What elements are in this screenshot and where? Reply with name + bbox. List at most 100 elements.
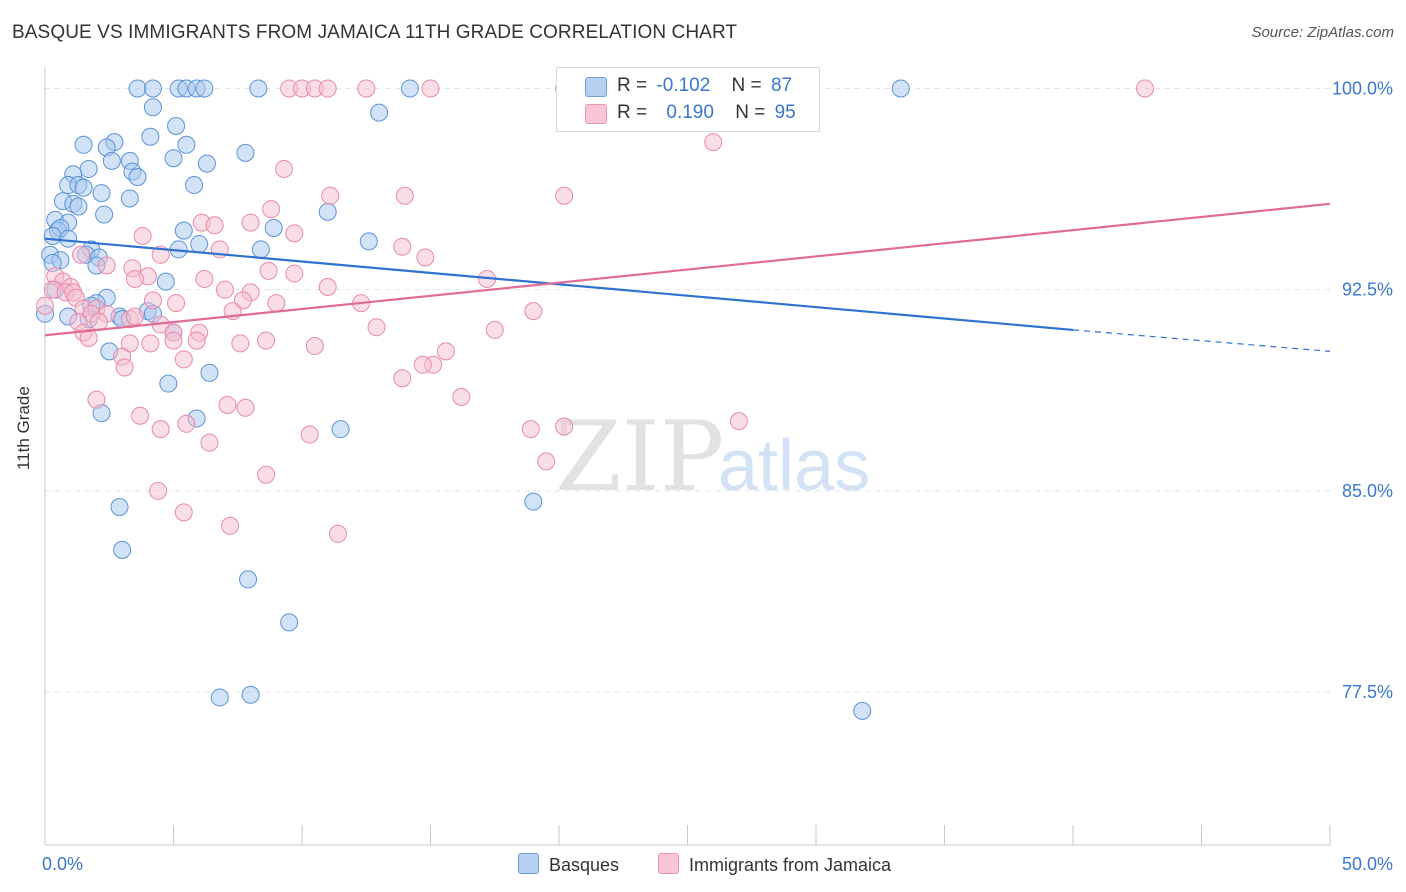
data-point-basques xyxy=(156,272,175,291)
data-point-jamaica xyxy=(79,328,98,347)
data-point-basques xyxy=(210,688,229,707)
y-tick-label: 92.5% xyxy=(1342,280,1393,300)
data-point-jamaica xyxy=(395,186,414,205)
data-point-basques xyxy=(164,149,183,168)
bottom-legend-swatch-jamaica xyxy=(658,853,679,874)
legend-n-jamaica: 95 xyxy=(774,102,796,123)
trend-line-basques-extension xyxy=(1072,329,1331,352)
legend-swatch-basques xyxy=(585,77,607,97)
data-point-basques xyxy=(128,167,147,186)
legend-row-jamaica: R = 0.190 N = 95 xyxy=(617,102,796,124)
data-point-basques xyxy=(159,374,178,393)
data-point-basques xyxy=(264,218,283,237)
data-point-basques xyxy=(524,492,543,511)
data-point-jamaica xyxy=(205,216,224,235)
data-point-jamaica xyxy=(200,433,219,452)
data-point-jamaica xyxy=(305,337,324,356)
data-point-jamaica xyxy=(236,398,255,417)
data-point-jamaica xyxy=(125,307,144,326)
data-point-jamaica xyxy=(71,245,90,264)
data-point-basques xyxy=(143,79,162,98)
legend-r-label: R = xyxy=(617,75,648,96)
source-attribution: Source: ZipAtlas.com xyxy=(1251,24,1394,41)
trend-line-basques xyxy=(44,237,1074,332)
tick-labels: 77.5% 85.0% 92.5% 100.0% 0.0% 50.0% xyxy=(42,78,1393,874)
watermark-atlas: atlas xyxy=(718,426,870,506)
data-point-basques xyxy=(141,127,160,146)
data-point-jamaica xyxy=(195,269,214,288)
data-point-basques xyxy=(143,98,162,117)
data-point-basques xyxy=(239,570,258,589)
data-point-jamaica xyxy=(452,387,471,406)
data-point-basques xyxy=(174,221,193,240)
y-tick-label: 85.0% xyxy=(1342,481,1393,501)
bottom-legend-jamaica: Immigrants from Jamaica xyxy=(658,853,891,876)
data-point-basques xyxy=(197,154,216,173)
data-point-basques xyxy=(190,235,209,254)
data-point-jamaica xyxy=(221,516,240,535)
data-point-jamaica xyxy=(436,342,455,361)
data-point-jamaica xyxy=(267,294,286,313)
data-point-jamaica xyxy=(524,302,543,321)
data-point-jamaica xyxy=(421,79,440,98)
data-point-jamaica xyxy=(133,227,152,246)
x-tick-label-min: 0.0% xyxy=(42,854,83,874)
data-point-jamaica xyxy=(393,369,412,388)
data-point-jamaica xyxy=(149,481,168,500)
data-point-jamaica xyxy=(36,296,54,315)
data-point-basques xyxy=(95,205,114,224)
legend-row-basques: R = -0.102 N = 87 xyxy=(617,75,792,97)
data-point-basques xyxy=(79,159,98,178)
data-point-jamaica xyxy=(125,269,144,288)
data-point-jamaica xyxy=(115,358,134,377)
data-point-jamaica xyxy=(120,334,139,353)
data-point-jamaica xyxy=(413,355,432,374)
trend-line-jamaica xyxy=(44,202,1331,337)
data-point-jamaica xyxy=(321,186,340,205)
bottom-legend-label-basques: Basques xyxy=(549,855,620,875)
data-point-basques xyxy=(236,143,255,162)
data-point-basques xyxy=(128,79,147,98)
data-point-basques xyxy=(177,135,196,154)
data-point-jamaica xyxy=(187,331,206,350)
data-point-jamaica xyxy=(318,277,337,296)
data-point-jamaica xyxy=(704,133,723,152)
y-tick-label: 100.0% xyxy=(1332,78,1393,98)
data-point-jamaica xyxy=(537,452,556,471)
data-point-basques xyxy=(120,189,139,208)
data-point-basques xyxy=(185,176,204,195)
y-tick-label: 77.5% xyxy=(1342,682,1393,702)
data-point-jamaica xyxy=(141,334,160,353)
data-point-jamaica xyxy=(416,248,435,267)
data-point-basques xyxy=(331,420,350,439)
data-point-basques xyxy=(241,685,260,704)
data-point-jamaica xyxy=(177,414,196,433)
data-point-jamaica xyxy=(257,331,276,350)
data-point-jamaica xyxy=(257,465,276,484)
zipatlas-watermark: ZIP atlas xyxy=(555,401,870,513)
legend-n-basques: 87 xyxy=(770,75,793,96)
legend-n-label: N = xyxy=(731,75,762,96)
data-point-jamaica xyxy=(97,256,116,275)
data-point-jamaica xyxy=(357,79,376,98)
data-point-basques xyxy=(69,197,88,216)
data-point-jamaica xyxy=(174,503,193,522)
data-point-basques xyxy=(167,117,186,136)
data-point-basques xyxy=(853,701,872,720)
legend-r-jamaica: 0.190 xyxy=(666,102,714,123)
legend-n-label: N = xyxy=(735,102,766,123)
data-point-jamaica xyxy=(215,280,234,299)
data-point-jamaica xyxy=(218,396,237,415)
data-point-basques xyxy=(43,227,62,246)
data-point-basques xyxy=(280,613,299,632)
data-point-jamaica xyxy=(151,245,170,264)
data-point-jamaica xyxy=(285,224,304,243)
data-point-jamaica xyxy=(555,186,574,205)
data-point-jamaica xyxy=(318,79,337,98)
x-tick-label-max: 50.0% xyxy=(1342,854,1393,874)
watermark-zip: ZIP xyxy=(555,401,724,513)
data-point-jamaica xyxy=(241,213,260,232)
data-point-jamaica xyxy=(131,406,150,425)
data-point-jamaica xyxy=(174,350,193,369)
